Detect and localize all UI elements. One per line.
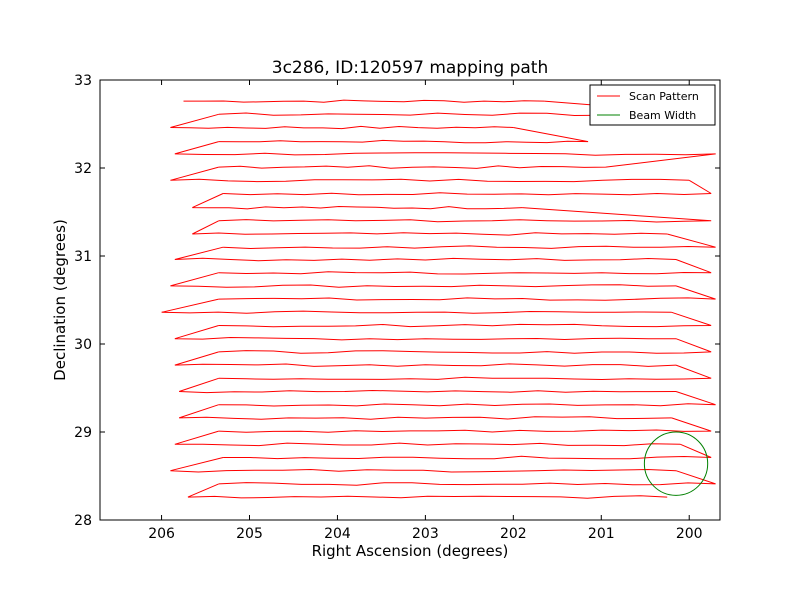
scan-row-11 <box>192 220 668 236</box>
scan-row-7 <box>170 166 690 183</box>
scan-row-4 <box>218 127 589 144</box>
y-tick-label: 30 <box>74 337 92 353</box>
x-tick-label: 201 <box>588 526 615 542</box>
scan-row-3 <box>170 113 514 130</box>
legend-beam-label: Beam Width <box>629 109 696 122</box>
legend-box <box>589 84 716 126</box>
x-tick-label: 203 <box>412 526 439 542</box>
scan-row-29 <box>170 457 677 473</box>
scan-row-31 <box>187 483 668 499</box>
scan-row-14 <box>218 259 712 275</box>
beam-width-circle <box>643 431 709 496</box>
scan-row-19 <box>174 325 676 341</box>
scan-row-16 <box>218 285 716 301</box>
y-tick-label: 28 <box>74 513 92 529</box>
scan-row-21 <box>174 351 677 367</box>
scan-pattern-series <box>161 99 716 499</box>
x-tick-label: 200 <box>676 526 703 542</box>
scan-row-9 <box>192 193 523 210</box>
scan-row-28 <box>223 443 712 460</box>
y-axis-label: Declination (degrees) <box>51 219 69 381</box>
y-tick-label: 31 <box>74 249 92 265</box>
scan-row-8 <box>223 179 712 196</box>
y-tick-label: 33 <box>74 73 92 89</box>
scan-row-13 <box>174 246 677 262</box>
x-tick-label: 204 <box>324 526 351 542</box>
scan-row-25 <box>178 404 672 420</box>
scan-row-30 <box>218 470 716 486</box>
scan-row-26 <box>218 417 712 433</box>
scan-row-24 <box>218 391 716 407</box>
beam-width-series <box>643 431 709 496</box>
x-axis-label: Right Ascension (degrees) <box>312 542 509 560</box>
scan-row-20 <box>218 338 712 354</box>
scan-row-27 <box>174 430 681 447</box>
scan-row-12 <box>223 233 716 250</box>
legend-scan-label: Scan Pattern <box>629 90 699 103</box>
scan-row-15 <box>170 272 677 288</box>
scan-row-6 <box>218 153 716 169</box>
x-tick-label: 206 <box>148 526 175 542</box>
scan-row-10 <box>218 207 712 223</box>
x-tick-label: 205 <box>236 526 263 542</box>
scan-row-18 <box>218 311 712 328</box>
chart-title: 3c286, ID:120597 mapping path <box>272 58 548 78</box>
legend: Scan Pattern Beam Width <box>589 84 716 126</box>
scan-row-23 <box>178 377 677 394</box>
plot-frame <box>99 79 721 521</box>
scan-row-1 <box>183 99 545 103</box>
axis-ticks: 206 205 204 203 202 201 200 28 29 30 31 32 33 <box>74 73 720 542</box>
x-tick-label: 202 <box>500 526 527 542</box>
y-tick-label: 29 <box>74 425 92 441</box>
scan-row-17 <box>161 298 672 314</box>
y-tick-label: 32 <box>74 161 92 177</box>
scan-row-22 <box>218 364 712 381</box>
scan-row-5 <box>174 141 716 156</box>
